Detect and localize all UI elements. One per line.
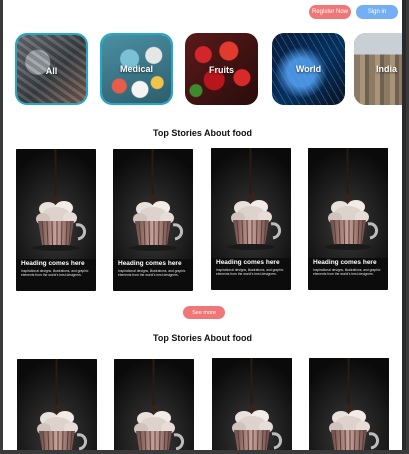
section-title-top-stories-2: Top Stories About food — [153, 333, 252, 343]
register-now-button[interactable]: Register Now — [309, 5, 351, 19]
sign-in-button[interactable]: Sign in — [356, 5, 398, 19]
cupcake-photo — [212, 358, 292, 450]
story-card[interactable] — [212, 358, 292, 450]
section-title-top-stories: Top Stories About food — [153, 128, 252, 138]
category-world-label: World — [295, 64, 322, 74]
cupcake-photo — [114, 359, 194, 450]
story-card[interactable]: Heading comes here Inspirational designs… — [16, 149, 96, 291]
card-description: Inspirational designs, illustrations, an… — [118, 269, 186, 277]
story-card[interactable]: Heading comes here Inspirational designs… — [211, 148, 291, 290]
cupcake-photo — [16, 149, 96, 259]
story-card[interactable] — [17, 359, 97, 450]
scrollbar[interactable] — [402, 0, 406, 450]
card-description: Inspirational designs, illustrations, an… — [21, 269, 89, 277]
cupcake-photo — [309, 358, 389, 450]
card-heading: Heading comes here — [216, 259, 280, 266]
category-india-label: India — [376, 64, 398, 74]
category-medical-label: Medical — [119, 64, 153, 74]
story-card[interactable]: Heading comes here Inspirational designs… — [308, 148, 388, 290]
category-medical-image — [102, 35, 171, 103]
see-more-button[interactable]: See more — [183, 306, 225, 319]
story-card[interactable] — [309, 358, 389, 450]
category-world-image — [272, 33, 345, 105]
page: Register Now Sign in All Medical Fruits … — [3, 0, 402, 450]
story-card[interactable]: Heading comes here Inspirational designs… — [113, 149, 193, 291]
category-medical[interactable]: Medical — [100, 33, 173, 105]
card-description: Inspirational designs, illustrations, an… — [216, 268, 284, 276]
category-fruits[interactable]: Fruits — [185, 33, 258, 105]
card-heading: Heading comes here — [21, 260, 85, 267]
cupcake-photo — [308, 148, 388, 258]
card-heading: Heading comes here — [313, 259, 377, 266]
card-description: Inspirational designs, illustrations, an… — [313, 268, 381, 276]
category-all-label: All — [45, 66, 58, 76]
category-world[interactable]: World — [272, 33, 345, 105]
category-all[interactable]: All — [15, 33, 88, 105]
cupcake-photo — [17, 359, 97, 450]
category-india-image — [354, 33, 402, 105]
category-all-image — [17, 35, 86, 103]
category-row: All Medical Fruits World India — [3, 33, 402, 109]
category-fruits-label: Fruits — [208, 65, 234, 75]
card-heading: Heading comes here — [118, 260, 182, 267]
category-fruits-image — [185, 33, 258, 105]
cupcake-photo — [211, 148, 291, 258]
story-card[interactable] — [114, 359, 194, 450]
cupcake-photo — [113, 149, 193, 259]
category-india[interactable]: India — [354, 33, 402, 105]
